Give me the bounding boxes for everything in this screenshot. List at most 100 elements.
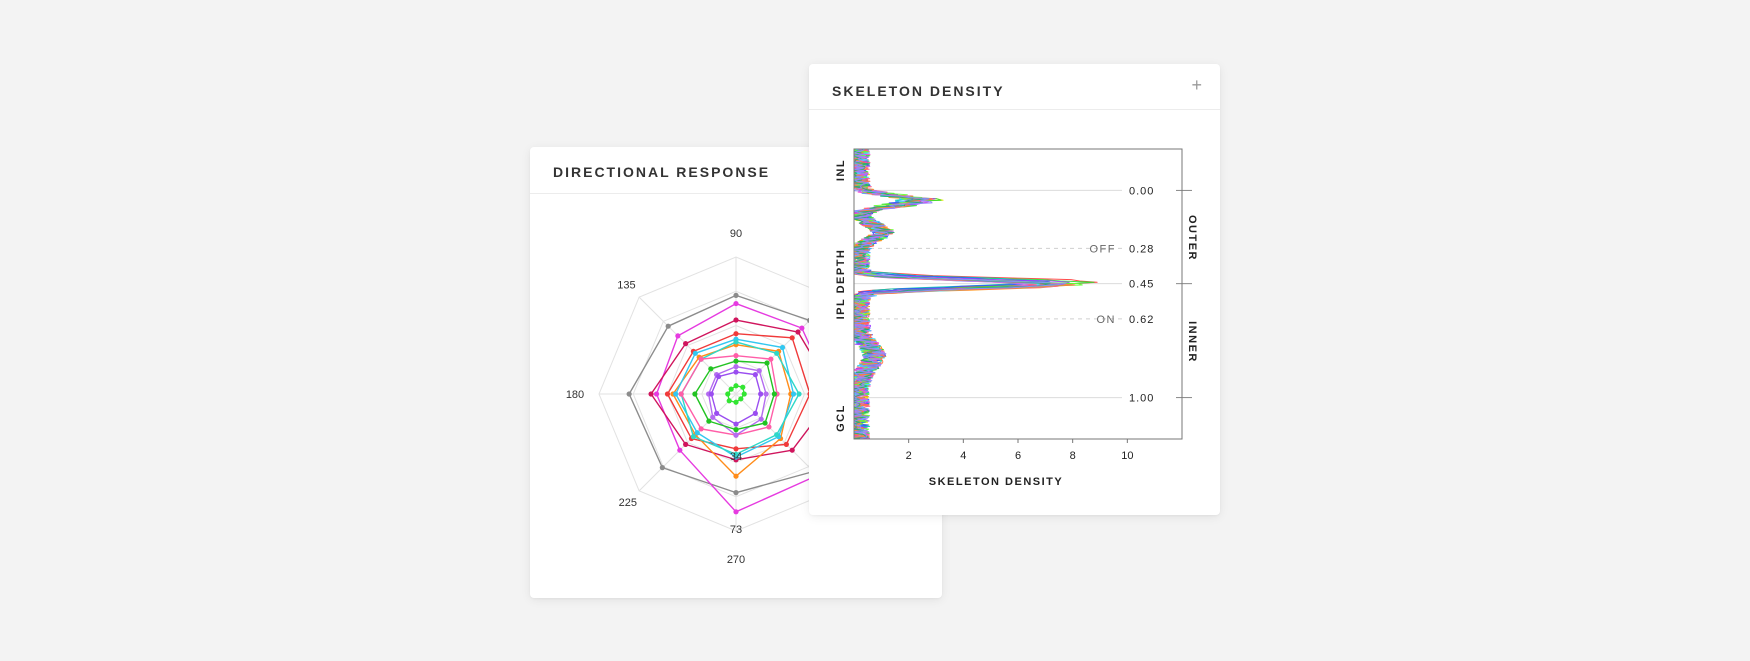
x-tick-label-2: 2 — [906, 450, 912, 462]
radar-point-teal-315 — [774, 432, 780, 438]
radar-spoke-225 — [638, 393, 737, 492]
radar-point-teal-0 — [796, 391, 802, 397]
radar-point-gray-270 — [733, 490, 739, 496]
radar-angle-label-270: 270 — [727, 554, 745, 566]
radar-annotation-inner: 34 — [730, 451, 742, 463]
x-tick-label-6: 6 — [1015, 450, 1021, 462]
directional-response-header: DIRECTIONAL RESPONSE — [530, 147, 942, 194]
radar-point-pink-90 — [733, 353, 739, 359]
radar-point-violet-90 — [733, 364, 739, 370]
region-label-INNER: INNER — [1186, 321, 1198, 363]
radar-point-violet-315 — [758, 416, 764, 422]
radar-point-lime-90 — [733, 383, 739, 389]
radar-chart: 045901351802252703153473 — [566, 228, 890, 566]
radar-point-red-45 — [789, 335, 795, 341]
x-axis-label: SKELETON DENSITY — [929, 476, 1063, 488]
radar-point-violet-225 — [710, 414, 716, 420]
radar-point-green-0 — [771, 391, 777, 397]
radar-point-magenta-45 — [799, 325, 805, 331]
radar-point-lime-135 — [728, 386, 734, 392]
radar-angle-label-135: 135 — [617, 279, 635, 291]
radar-point-cyan-0 — [790, 391, 797, 397]
depth-label-1.00: 1.00 — [1129, 393, 1154, 405]
radar-point-red-180 — [664, 391, 671, 397]
radar-point-lime-225 — [726, 398, 732, 404]
density-chart: 0.00 0.28 OFF 0.45 0.62 ON 1.00 2 4 6 8 10 SKELETON … — [835, 148, 1198, 488]
depth-tag-ON: ON — [1097, 314, 1117, 326]
radar-point-purple-315 — [752, 410, 758, 416]
radar-point-green-45 — [764, 360, 770, 366]
radar-point-green-270 — [733, 427, 739, 433]
radar-point-red-270 — [733, 446, 739, 452]
radar-point-purple-0 — [758, 391, 764, 397]
x-tick-label-10: 10 — [1121, 450, 1133, 462]
skeleton-density-header: SKELETON DENSITY + — [809, 64, 1220, 110]
radar-point-magenta-180 — [653, 391, 660, 397]
radar-point-crimson-180 — [648, 391, 654, 397]
radar-point-green-135 — [708, 366, 714, 372]
x-tick-label-8: 8 — [1070, 450, 1076, 462]
radar-point-pink-225 — [698, 426, 704, 432]
radar-point-crimson-45 — [795, 329, 801, 335]
radar-point-violet-45 — [756, 368, 762, 374]
radar-point-teal-270 — [733, 451, 739, 457]
skeleton-density-title: SKELETON DENSITY — [832, 83, 1005, 99]
radar-point-cyan-45 — [779, 344, 786, 351]
radar-point-pink-45 — [768, 356, 774, 362]
radar-point-lime-315 — [738, 396, 744, 402]
radar-point-purple-270 — [733, 421, 739, 427]
radar-angle-label-180: 180 — [566, 389, 584, 401]
radar-point-gray-90 — [733, 292, 739, 298]
radar-point-orange-270 — [733, 473, 739, 479]
radar-point-purple-135 — [715, 373, 722, 380]
radar-point-cyan-135 — [692, 350, 698, 356]
radar-series-lime — [725, 383, 747, 405]
radar-point-gray-180 — [626, 391, 632, 397]
radar-point-purple-225 — [714, 410, 720, 416]
radar-point-lime-180 — [725, 391, 731, 397]
y-axis-label: IPL DEPTH — [835, 249, 847, 320]
radar-point-red-315 — [783, 441, 789, 447]
depth-label-0.45: 0.45 — [1129, 279, 1154, 291]
radar-point-violet-0 — [763, 391, 769, 397]
radar-point-lime-45 — [740, 384, 746, 390]
radar-annotation-outer: 73 — [730, 524, 742, 536]
radar-point-red-90 — [733, 331, 739, 337]
radar-point-magenta-270 — [733, 509, 739, 515]
radar-point-crimson-135 — [683, 341, 689, 347]
depth-label-0.28: 0.28 — [1129, 243, 1154, 255]
layer-label-GCL: GCL — [835, 404, 847, 432]
radar-point-purple-180 — [708, 391, 714, 397]
radar-point-violet-270 — [733, 432, 739, 438]
depth-label-0.62: 0.62 — [1129, 314, 1154, 326]
radar-point-pink-315 — [766, 424, 772, 430]
radar-point-magenta-90 — [733, 300, 739, 307]
radar-series-purple — [708, 369, 764, 427]
radar-point-cyan-180 — [673, 391, 679, 397]
layer-label-INL: INL — [835, 159, 847, 181]
radar-series-green — [692, 358, 777, 433]
radar-point-lime-0 — [741, 391, 747, 397]
radar-point-crimson-90 — [733, 317, 739, 323]
radar-point-teal-45 — [774, 350, 780, 356]
add-icon[interactable]: + — [1191, 75, 1202, 95]
depth-tag-OFF: OFF — [1090, 243, 1117, 255]
region-label-OUTER: OUTER — [1186, 215, 1198, 261]
radar-point-purple-45 — [752, 372, 758, 378]
density-series-16 — [853, 148, 1066, 439]
radar-point-magenta-225 — [677, 447, 683, 453]
directional-response-title: DIRECTIONAL RESPONSE — [553, 164, 771, 180]
radar-point-green-225 — [706, 418, 712, 424]
radar-point-purple-90 — [733, 369, 739, 375]
radar-point-gray-225 — [659, 465, 665, 471]
radar-point-green-180 — [692, 391, 698, 397]
radar-point-crimson-225 — [683, 441, 689, 447]
radar-point-pink-135 — [698, 356, 704, 362]
depth-label-0.00: 0.00 — [1129, 185, 1154, 197]
radar-point-magenta-135 — [675, 333, 681, 339]
radar-angle-label-225: 225 — [619, 497, 637, 509]
radar-point-green-90 — [733, 358, 739, 364]
radar-point-teal-225 — [690, 434, 696, 440]
density-series-group — [853, 148, 1098, 439]
skeleton-density-panel: SKELETON DENSITY + 0.00 0.28 OFF 0.45 0.62 ON… — [809, 64, 1220, 515]
